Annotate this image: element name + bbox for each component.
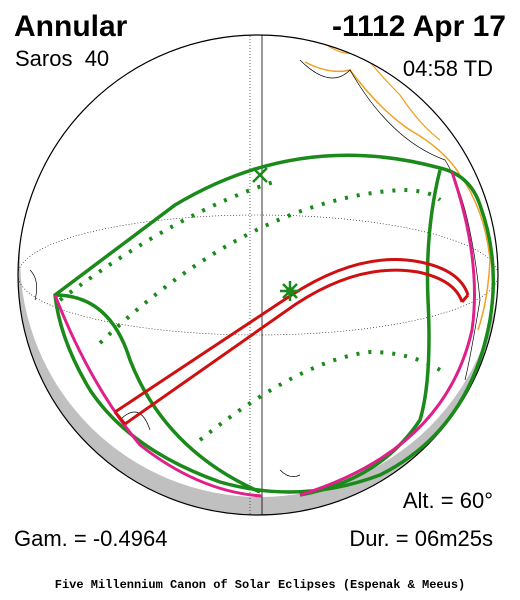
- greatest-eclipse-dot: [286, 287, 294, 295]
- dotted-curves: [58, 178, 442, 442]
- annular-path: [113, 258, 470, 426]
- duration: Dur. = 06m25s: [349, 526, 493, 551]
- day-side: [20, 35, 498, 497]
- equator: [18, 214, 498, 336]
- eclipse-date: -1112 Apr 17: [332, 10, 506, 43]
- pole-marker: [252, 167, 268, 183]
- eclipse-type: Annular: [14, 10, 128, 43]
- gamma: Gam. = -0.4964: [14, 526, 167, 551]
- footer: Five Millennium Canon of Solar Eclipses …: [55, 578, 465, 592]
- limit-lines: [53, 171, 476, 498]
- coastline: [29, 269, 301, 477]
- time: 04:58 TD: [403, 56, 493, 81]
- altitude: Alt. = 60°: [403, 488, 493, 513]
- globe-outline: [17, 34, 499, 516]
- penumbra-limits: [53, 153, 496, 497]
- saros: Saros 40: [15, 46, 109, 71]
- coastline: [319, 39, 441, 141]
- coastline: [299, 59, 481, 381]
